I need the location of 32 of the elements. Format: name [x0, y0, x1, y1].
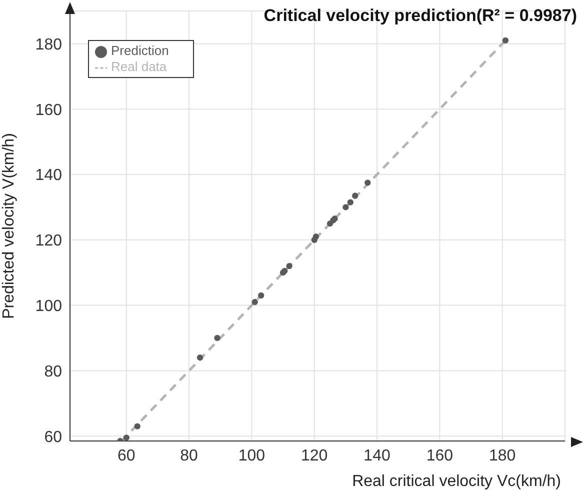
point	[364, 180, 371, 186]
x-tick-label: 80	[180, 447, 198, 464]
point	[502, 37, 509, 44]
point	[286, 262, 292, 270]
x-tick-label: 140	[364, 447, 390, 464]
y-tick-label: 100	[35, 298, 62, 315]
point	[252, 298, 258, 306]
x-tick-label: 120	[301, 447, 328, 464]
legend-label: Prediction	[111, 43, 169, 58]
x-tick-label: 180	[488, 447, 516, 464]
point	[342, 204, 349, 210]
point	[214, 334, 220, 342]
y-axis-title: Predicted velocity V(km/h)	[0, 133, 18, 319]
point	[196, 354, 204, 361]
y-tick-label: 140	[35, 167, 62, 184]
point	[134, 423, 140, 430]
y-tick-label: 80	[44, 363, 62, 380]
x-tick-label: 100	[238, 447, 266, 464]
point	[352, 192, 358, 199]
x-tick-label: 160	[426, 447, 454, 464]
point	[258, 292, 264, 299]
y-tick-label: 180	[35, 36, 62, 54]
point	[123, 434, 130, 441]
point	[312, 234, 320, 240]
y-tick-label: 120	[35, 232, 62, 250]
chart-title: Critical velocity prediction(R² = 0.9987)	[264, 6, 577, 26]
y-tick-label: 60	[44, 428, 62, 446]
legend-label: Real data	[111, 59, 167, 74]
y-tick-label: 160	[35, 102, 62, 119]
x-axis-title: Real critical velocity Vc(km/h)	[352, 473, 561, 490]
point	[347, 199, 354, 206]
x-tick-label: 60	[117, 447, 136, 464]
